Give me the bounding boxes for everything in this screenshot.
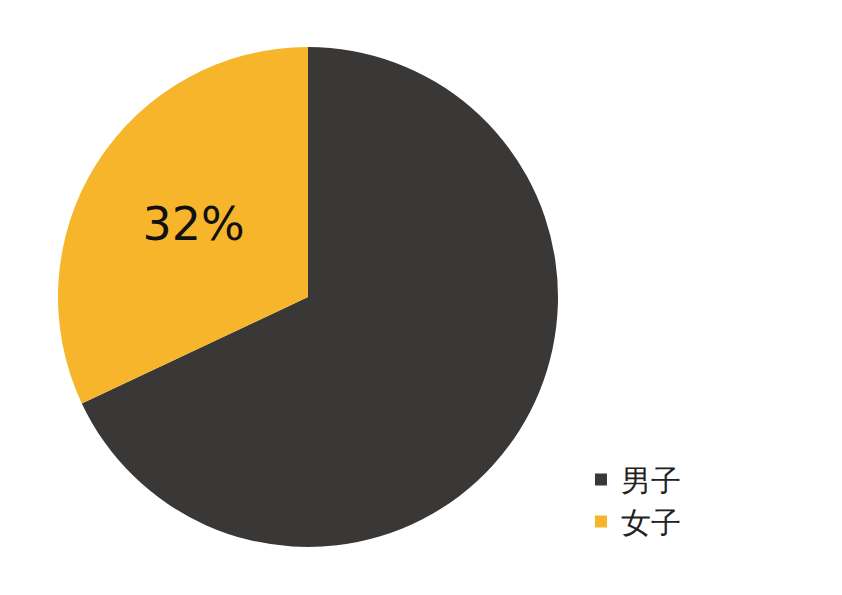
- svg-text:32%: 32%: [142, 197, 244, 251]
- svg-text:女子: 女子: [621, 505, 681, 540]
- svg-text:男子: 男子: [621, 463, 681, 498]
